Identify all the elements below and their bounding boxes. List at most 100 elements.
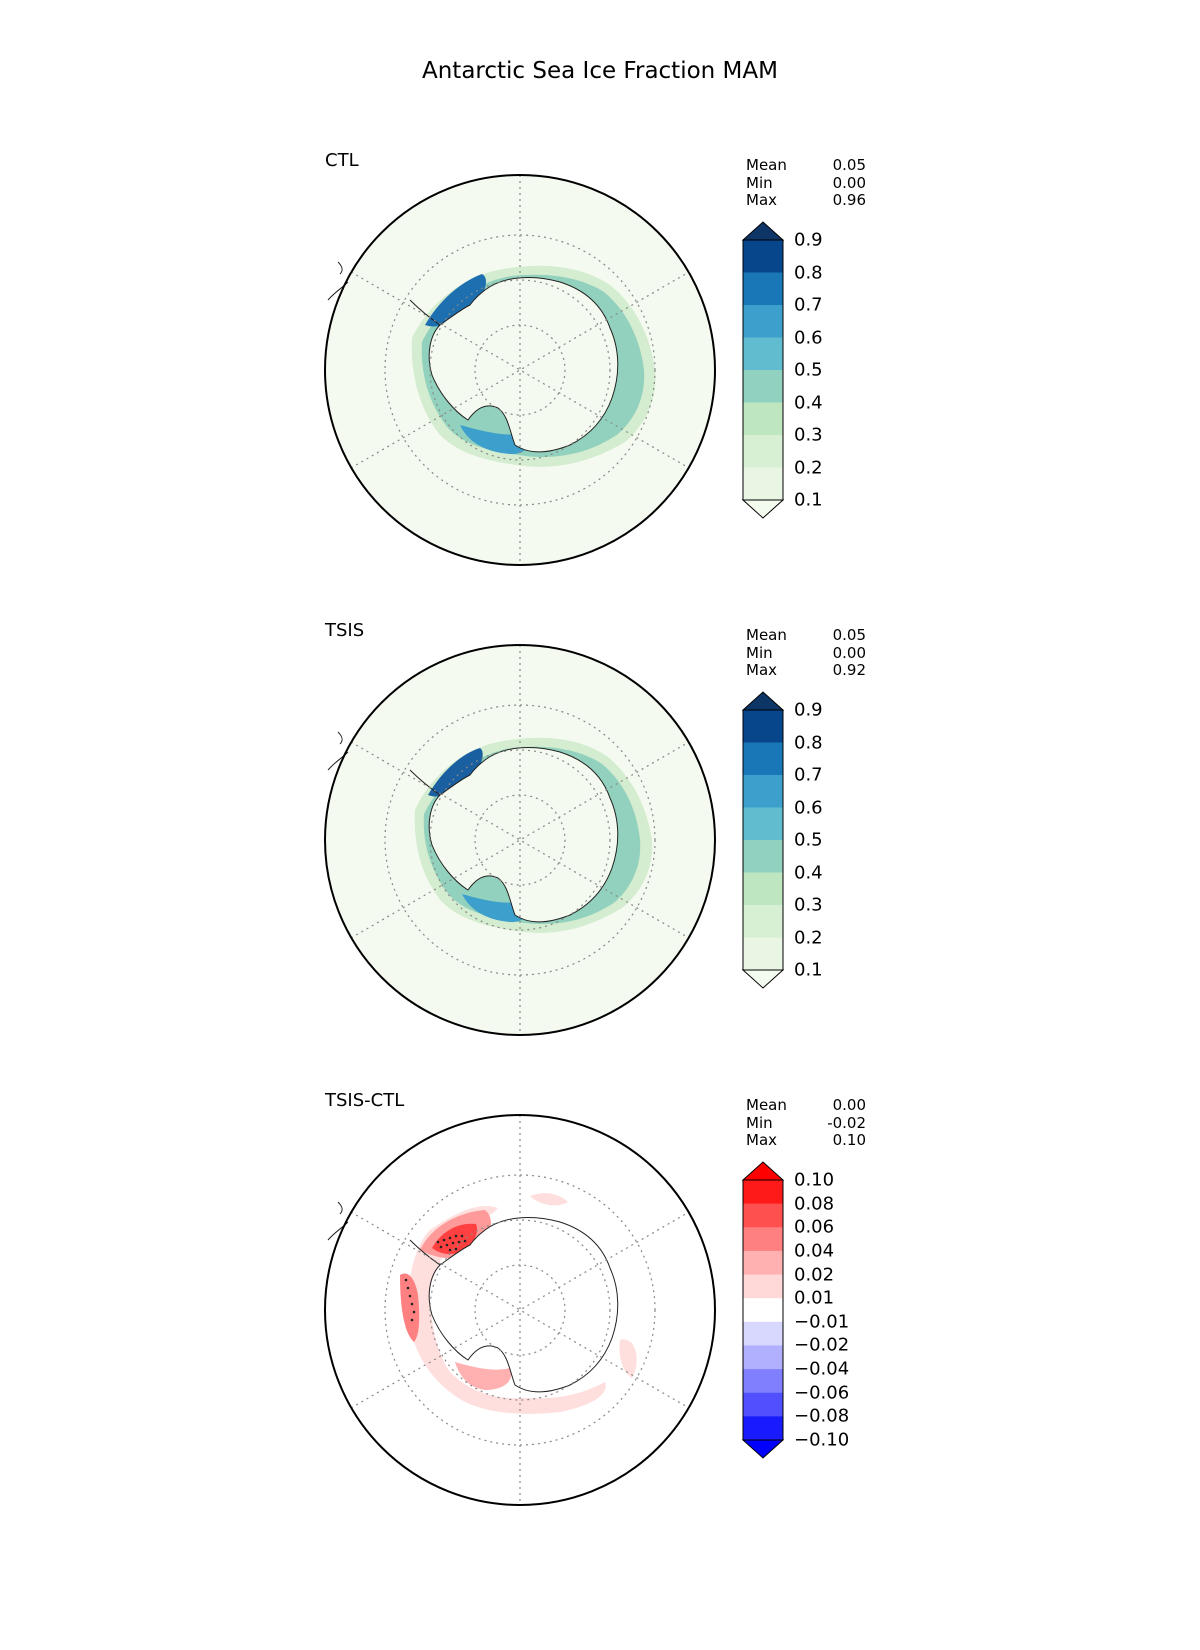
colorbar-top-extend [741, 221, 785, 241]
polar-map [324, 1114, 716, 1506]
colorbar-tick-label: 0.1 [794, 959, 823, 981]
colorbar-tick-label: 0.08 [794, 1193, 835, 1215]
diff-strong-weddell [432, 1223, 478, 1255]
colorbar-tick-label: 0.02 [794, 1264, 835, 1286]
stats-box: Mean 0.05 Min 0.00 Max 0.92 [746, 626, 866, 680]
colorbar-tick-label: 0.10 [794, 1169, 835, 1191]
antarctic-peninsula [409, 299, 441, 326]
colorbar-segment [743, 840, 783, 873]
diff-mid-bellingshausen [400, 1273, 420, 1342]
colorbar-segment [743, 467, 783, 501]
stat-max-value: 0.96 [832, 191, 866, 209]
antarctica-coastline [428, 277, 619, 453]
colorbar-tick-label: −0.08 [794, 1405, 850, 1427]
colorbar-segment [743, 1274, 783, 1299]
stat-min-label: Min [746, 643, 773, 662]
colorbar [741, 221, 785, 519]
colorbar-tick-label: 0.3 [794, 424, 823, 446]
colorbar-tick-label: 0.8 [794, 732, 823, 753]
colorbar-segment [743, 435, 783, 468]
stat-mean-value: 0.05 [832, 626, 866, 644]
colorbar-segment [743, 1250, 783, 1276]
colorbar-tick-label: 0.2 [794, 927, 823, 948]
colorbar-outline [742, 239, 784, 501]
colorbar-segment [743, 1369, 783, 1394]
figure-title: Antarctic Sea Ice Fraction MAM [422, 58, 778, 84]
colorbar-segment [743, 807, 783, 841]
colorbar-segment [743, 1321, 783, 1346]
graticule [350, 1115, 690, 1505]
colorbar-segment [743, 872, 783, 906]
antarctic-peninsula [409, 769, 441, 796]
diff-weak-ring [407, 1206, 606, 1414]
significance-stippling [404, 1234, 467, 1322]
colorbar-tick-label: 0.5 [794, 359, 823, 381]
polar-map [324, 174, 716, 566]
south-america-tip [327, 1201, 349, 1241]
colorbar-tick-label: 0.01 [794, 1287, 835, 1309]
colorbar-tick-label: −0.06 [794, 1382, 850, 1404]
colorbar-tick-label: 0.9 [794, 699, 823, 721]
stat-mean-label: Mean [746, 156, 787, 174]
colorbar-top-extend [741, 691, 785, 711]
colorbar-segment [743, 775, 783, 808]
panel-label: TSIS [325, 620, 365, 641]
diff-mid-ross [455, 1362, 512, 1390]
colorbar-segment [743, 272, 783, 306]
south-america-tip [327, 261, 349, 301]
sea-ice-dark-ross [460, 425, 530, 455]
stat-min-value: 0.00 [832, 173, 866, 192]
colorbar-bottom-extend [741, 499, 785, 519]
stat-max-value: 0.10 [832, 1131, 866, 1149]
colorbar-segment [743, 1227, 783, 1252]
colorbar-tick-label: 0.6 [794, 797, 823, 818]
antarctic-peninsula [409, 1239, 441, 1266]
stat-max-label: Max [746, 191, 778, 209]
colorbar-tick-label: −0.02 [794, 1334, 850, 1356]
colorbar-segment [743, 402, 783, 436]
sea-ice-dark-ross [462, 894, 529, 923]
colorbar-segment [743, 337, 783, 371]
map-boundary [324, 174, 716, 566]
stat-mean-label: Mean [746, 626, 787, 644]
colorbar [741, 1161, 785, 1459]
stat-max-label: Max [746, 1131, 778, 1149]
colorbar-segment [743, 305, 783, 338]
antarctica-coastline [428, 1217, 619, 1393]
colorbar-tick-label: 0.4 [794, 862, 823, 883]
colorbar-tick-label: 0.1 [794, 489, 823, 511]
colorbar-tick-label: 0.6 [794, 327, 823, 348]
colorbar-segment [743, 1180, 783, 1205]
colorbar-segment [743, 370, 783, 403]
colorbar-bottom-extend [741, 1439, 785, 1459]
stat-max-value: 0.92 [832, 661, 866, 679]
south-america-tip [327, 731, 349, 771]
colorbar-segment [743, 710, 783, 743]
colorbar-segment [743, 240, 783, 273]
colorbar-tick-label: 0.04 [794, 1240, 835, 1262]
panel-label: CTL [325, 150, 359, 171]
stat-min-value: 0.00 [832, 643, 866, 662]
diff-weak-north [530, 1193, 568, 1206]
stats-box: Mean 0.00 Min -0.02 Max 0.10 [746, 1096, 866, 1150]
colorbar-segment [743, 937, 783, 971]
colorbar-tick-label: 0.7 [794, 764, 823, 786]
stat-mean-value: 0.00 [832, 1096, 866, 1114]
stats-box: Mean 0.05 Min 0.00 Max 0.96 [746, 156, 866, 210]
colorbar-tick-label: 0.7 [794, 294, 823, 316]
diff-weak-east [619, 1339, 637, 1378]
polar-map [324, 644, 716, 1036]
map-boundary [324, 1114, 716, 1506]
colorbar-segment [743, 905, 783, 938]
panel-label: TSIS-CTL [325, 1090, 405, 1111]
colorbar-tick-label: 0.5 [794, 829, 823, 851]
colorbar-segment [743, 1345, 783, 1370]
colorbar-tick-label: −0.01 [794, 1311, 850, 1333]
colorbar-tick-label: 0.8 [794, 262, 823, 283]
colorbar-top-extend [741, 1161, 785, 1181]
colorbar-segment [743, 1298, 783, 1323]
stat-mean-label: Mean [746, 1096, 787, 1114]
sea-ice-dark-weddell [425, 274, 486, 327]
colorbar-tick-label: 0.9 [794, 229, 823, 251]
stat-max-label: Max [746, 661, 778, 679]
